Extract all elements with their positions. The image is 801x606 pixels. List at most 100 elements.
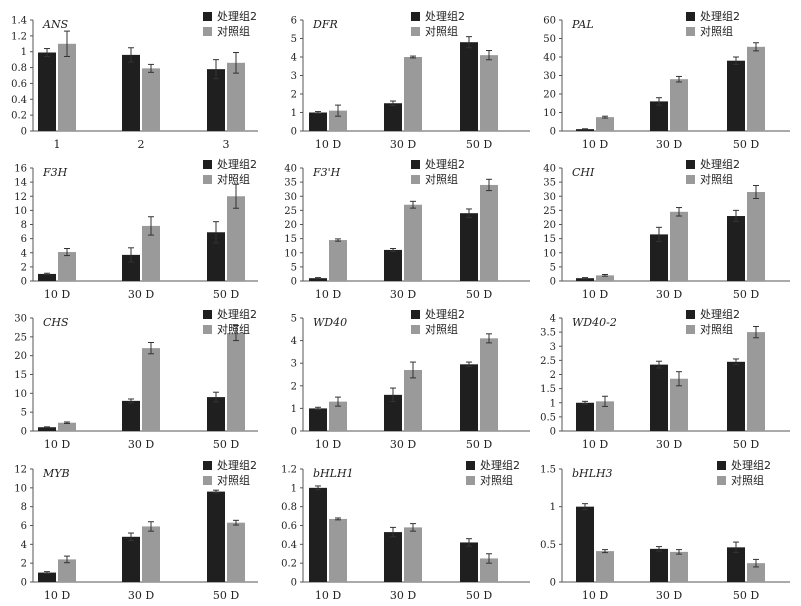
x-category-label: 50 D — [466, 138, 492, 151]
y-tick-label: 25 — [14, 332, 27, 343]
y-tick-label: 10 — [14, 206, 27, 217]
bar-control-3 — [227, 62, 245, 131]
bar-control-1 — [596, 117, 614, 131]
y-tick-label: 10 — [543, 108, 556, 119]
y-tick-label: 3 — [291, 71, 297, 82]
x-category-label: 50 D — [733, 589, 759, 602]
bar-treatment-2 — [384, 394, 402, 431]
y-tick-label: 16 — [14, 164, 27, 175]
y-tick-label: 2 — [291, 90, 297, 101]
y-tick-label: 0 — [550, 427, 556, 438]
bar-treatment-2 — [384, 532, 402, 582]
bar-control-2 — [670, 551, 688, 582]
bar-treatment-1 — [309, 408, 327, 431]
bar-treatment-2 — [650, 101, 668, 131]
bar-control-2 — [670, 79, 688, 131]
x-category-label: 50 D — [733, 138, 759, 151]
y-tick-label: 1 — [291, 108, 297, 119]
y-tick-label: 3 — [291, 359, 297, 370]
y-tick-label: 5 — [291, 314, 297, 325]
bar-control-3 — [747, 192, 765, 281]
legend-label-treatment: 处理组2 — [425, 157, 465, 171]
x-category-label: 30 D — [128, 288, 154, 301]
bar-control-2 — [142, 526, 160, 582]
bar-treatment-3 — [207, 69, 225, 131]
bar-control-1 — [329, 401, 347, 431]
legend-label-treatment: 处理组2 — [700, 307, 740, 321]
legend-swatch-treatment — [203, 310, 212, 319]
y-tick-label: 20 — [543, 220, 556, 231]
bar-control-2 — [404, 527, 422, 582]
y-tick-label: 0.2 — [281, 559, 297, 570]
x-category-label: 10 D — [44, 438, 70, 451]
legend-swatch-control — [203, 27, 212, 36]
x-category-label: 10 D — [582, 138, 608, 151]
legend-swatch-control — [686, 175, 695, 184]
x-category-label: 30 D — [656, 288, 682, 301]
bar-control-1 — [596, 401, 614, 431]
y-tick-label: 12 — [14, 192, 27, 203]
bar-control-1 — [329, 110, 347, 131]
y-tick-label: 2 — [291, 381, 297, 392]
gene-label: CHI — [572, 166, 595, 179]
legend-label-treatment: 处理组2 — [217, 157, 257, 171]
legend-swatch-control — [203, 325, 212, 334]
x-category-label: 10 D — [44, 589, 70, 602]
bar-control-3 — [227, 196, 245, 281]
legend-label-treatment: 处理组2 — [731, 458, 771, 472]
x-category-label: 50 D — [466, 589, 492, 602]
bar-control-2 — [404, 369, 422, 431]
y-tick-label: 4 — [291, 336, 297, 347]
bar-control-2 — [670, 378, 688, 431]
y-tick-label: 30 — [14, 314, 27, 325]
bar-treatment-1 — [38, 52, 56, 131]
y-tick-label: 10 — [284, 248, 297, 259]
y-tick-label: 0 — [21, 277, 27, 288]
legend-swatch-control — [203, 175, 212, 184]
bar-control-1 — [596, 275, 614, 281]
bar-treatment-2 — [384, 103, 402, 131]
legend-label-treatment: 处理组2 — [217, 458, 257, 472]
y-tick-label: 15 — [14, 370, 27, 381]
y-tick-label: 5 — [550, 262, 556, 273]
y-tick-label: 15 — [543, 234, 556, 245]
bar-treatment-3 — [207, 491, 225, 582]
y-tick-label: 1 — [550, 398, 556, 409]
x-category-label: 50 D — [213, 288, 239, 301]
y-tick-label: 30 — [284, 192, 297, 203]
y-tick-label: 12 — [14, 465, 27, 476]
y-tick-label: 0 — [21, 127, 27, 138]
bar-treatment-1 — [576, 278, 594, 281]
y-tick-label: 0.6 — [11, 79, 27, 90]
y-tick-label: 0 — [550, 127, 556, 138]
y-tick-label: 20 — [14, 351, 27, 362]
bar-treatment-1 — [576, 506, 594, 582]
y-tick-label: 1.5 — [540, 465, 556, 476]
bar-treatment-1 — [309, 278, 327, 281]
y-tick-label: 0 — [550, 277, 556, 288]
y-tick-label: 4 — [550, 314, 556, 325]
bar-treatment-3 — [727, 216, 745, 281]
x-category-label: 50 D — [733, 438, 759, 451]
y-tick-label: 30 — [543, 192, 556, 203]
bar-treatment-3 — [460, 364, 478, 431]
y-tick-label: 3 — [550, 342, 556, 353]
legend-label-treatment: 处理组2 — [425, 9, 465, 23]
bar-treatment-2 — [650, 548, 668, 582]
legend-label-control: 对照组 — [425, 24, 458, 38]
y-tick-label: 0.8 — [281, 502, 297, 513]
bar-treatment-1 — [38, 273, 56, 281]
legend-swatch-treatment — [203, 160, 212, 169]
bar-treatment-3 — [207, 232, 225, 281]
legend-label-treatment: 处理组2 — [217, 9, 257, 23]
legend-swatch-control — [717, 476, 726, 485]
gene-label: bHLH1 — [313, 467, 354, 480]
gene-label: F3'H — [312, 166, 341, 179]
y-tick-label: 35 — [543, 178, 556, 189]
x-category-label: 50 D — [213, 438, 239, 451]
